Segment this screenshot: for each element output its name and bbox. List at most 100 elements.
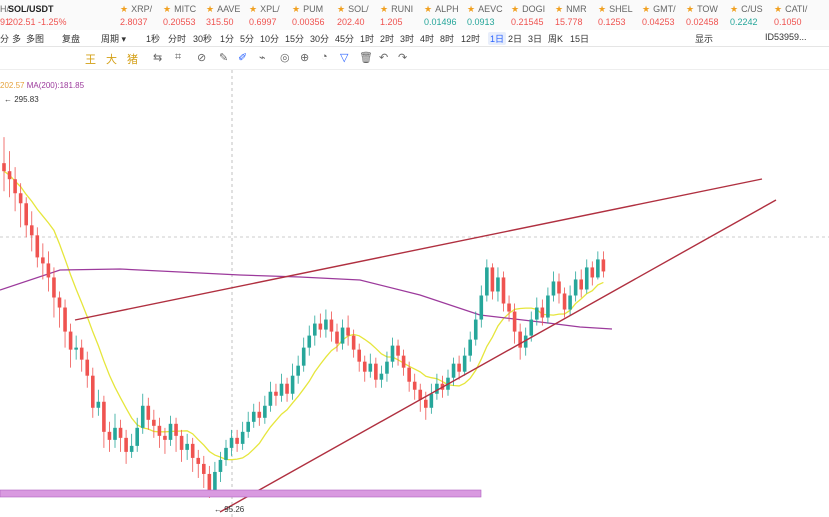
drawing-tool-icon[interactable]: ⊘ — [197, 52, 207, 64]
period-button[interactable]: 周K — [548, 34, 564, 44]
candle-body — [407, 367, 411, 382]
ticker-symbol: ★ NMR — [555, 4, 587, 14]
drawing-tool-icon[interactable]: ↶ — [379, 52, 389, 64]
ticker-price: 91 — [0, 17, 11, 27]
period-button[interactable]: 分 — [0, 34, 10, 44]
period-button[interactable]: 5分 — [240, 34, 255, 44]
drawing-tool-icon[interactable]: ⇆ — [153, 52, 163, 64]
candle-body — [279, 383, 284, 396]
drawing-tool-icon[interactable]: ▽ — [340, 52, 349, 64]
drawing-tool-icon[interactable]: ✎ — [219, 52, 229, 64]
drawing-tool-icon[interactable]: 🗑 — [359, 52, 373, 64]
drawing-tool-icon[interactable]: ◔ — [321, 51, 328, 63]
period-button[interactable]: 多图 — [26, 34, 45, 44]
period-button[interactable]: ID53959... — [765, 32, 807, 42]
ticker-price: 0.6997 — [249, 17, 277, 27]
period-button[interactable]: 4时 — [420, 34, 435, 44]
period-button[interactable]: 2日 — [508, 34, 523, 44]
drawing-tool-icon[interactable]: ◎ — [280, 52, 290, 64]
drawing-tool-icon[interactable]: 大 — [106, 54, 117, 66]
ticker-symbol: ★ MITC — [163, 4, 197, 14]
chart-annotations: 202.57 MA(200):181.85 ← 295.83 ← 95.26 — [0, 81, 245, 514]
candle-body — [85, 359, 90, 376]
drawing-tool-icon[interactable]: ↷ — [398, 52, 408, 64]
period-button[interactable]: 12时 — [461, 34, 481, 44]
period-button[interactable]: 30分 — [310, 34, 330, 44]
ticker-price: 315.50 — [206, 17, 234, 27]
period-button[interactable]: 1时 — [360, 34, 375, 44]
candle-body — [368, 363, 373, 372]
drawing-tool-icon[interactable]: ⌁ — [259, 52, 266, 64]
drawing-tool-icon[interactable]: 猪 — [127, 54, 138, 66]
candle-body — [290, 375, 295, 394]
candle-body — [96, 401, 101, 408]
star-icon: ★ — [555, 4, 564, 14]
drawing-tool-icon[interactable]: ⌗ — [175, 51, 182, 63]
candle-body — [2, 163, 6, 172]
period-button[interactable]: 1日 — [488, 32, 507, 45]
period-button[interactable]: 10分 — [260, 34, 280, 44]
ticker-symbol: ★ PUM — [292, 4, 324, 14]
drawing-tool-icon[interactable]: ⊕ — [300, 52, 310, 64]
candle-body — [324, 319, 328, 330]
star-icon: ★ — [598, 4, 607, 14]
candle-body — [307, 335, 312, 348]
candle-body — [313, 323, 317, 336]
period-button[interactable]: 3日 — [528, 34, 543, 44]
candle-body — [129, 445, 134, 452]
period-button[interactable]: 复盘 — [62, 34, 81, 44]
candle-body — [540, 307, 545, 318]
ma-short-line — [3, 170, 604, 461]
ticker-price: 0.2242 — [730, 17, 758, 27]
period-button[interactable]: 周期 ▾ — [101, 34, 127, 44]
candle-body — [235, 437, 239, 444]
candle-body — [79, 347, 84, 360]
trendline-drawings[interactable] — [0, 178, 777, 513]
period-button[interactable]: 15日 — [570, 34, 590, 44]
candle-body — [107, 431, 112, 440]
star-icon: ★ — [686, 4, 695, 14]
candle-body — [557, 281, 561, 294]
period-button[interactable]: 3时 — [400, 34, 415, 44]
candle-body — [362, 361, 367, 372]
ticker-symbol: ★ RUNI — [380, 4, 414, 14]
ticker-symbol: ★ TOW — [686, 4, 718, 14]
candle-body — [529, 319, 534, 336]
candle-body — [490, 267, 495, 292]
candle-body — [18, 193, 23, 204]
drawing-tools-bar: 王大猪 ⇆ ⌗ ⊘ ✎ ✐ ⌁ ◎ ⊕ ◔ ▽ 🗑 ↶ ↷ — [0, 47, 829, 70]
period-button[interactable]: 8时 — [440, 34, 455, 44]
candle-body — [68, 331, 73, 350]
period-button[interactable]: 分时 — [168, 34, 187, 44]
drawing-tool-icon[interactable]: ✐ — [238, 52, 248, 64]
candles — [2, 137, 606, 498]
candle-body — [507, 303, 511, 312]
candle-body — [146, 405, 151, 420]
period-button[interactable]: 1秒 — [146, 34, 161, 44]
period-button[interactable]: 多 — [12, 34, 22, 44]
period-button[interactable]: 30秒 — [193, 34, 213, 44]
candle-body — [435, 383, 439, 394]
period-button[interactable]: 2时 — [380, 34, 395, 44]
candle-body — [418, 389, 423, 400]
period-button[interactable]: 15分 — [285, 34, 305, 44]
candlestick-chart[interactable]: 202.57 MA(200):181.85 ← 295.83 ← 95.26 — [0, 70, 829, 517]
ticker-symbol: ★ XRP/ — [120, 4, 153, 14]
candle-body — [512, 311, 517, 332]
candle-body — [35, 235, 40, 258]
candle-body — [396, 345, 400, 356]
ticker-symbol: ★ C/US — [730, 4, 763, 14]
drawing-tool-icon[interactable]: 王 — [85, 54, 96, 66]
period-button[interactable]: 1分 — [220, 34, 235, 44]
candle-body — [163, 435, 167, 440]
period-button[interactable]: 45分 — [335, 34, 355, 44]
candle-body — [52, 277, 56, 298]
candle-body — [340, 327, 345, 344]
moving-average-lines — [0, 170, 613, 461]
candle-body — [41, 257, 45, 264]
candle-body — [374, 363, 378, 380]
ticker-bar: H/91 SOL/USDT 202.51 -1.25% ★ XRP/2.8037 ★ MIT… — [0, 0, 829, 30]
period-button[interactable]: 显示 — [695, 34, 714, 44]
candle-body — [385, 361, 389, 374]
candle-body — [523, 335, 528, 348]
